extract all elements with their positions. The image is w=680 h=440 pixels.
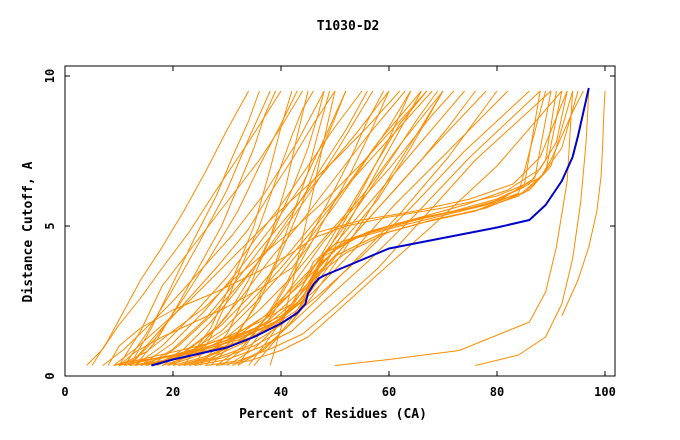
- ticks-layer: 0 20 40 60 80 100 0 5 10: [43, 66, 616, 399]
- model-line-18: [167, 90, 465, 366]
- model-line-28: [194, 90, 541, 366]
- model-line-35: [237, 90, 422, 366]
- model-line-40: [205, 90, 552, 366]
- model-line-24: [129, 90, 298, 366]
- model-line-58: [475, 90, 590, 366]
- model-line-48: [102, 90, 325, 366]
- model-line-54: [253, 90, 476, 366]
- model-line-8: [118, 90, 568, 366]
- model-line-42: [129, 90, 260, 366]
- x-tick-label: 100: [594, 385, 616, 399]
- model-line-50: [210, 90, 331, 366]
- y-tick-label: 0: [43, 372, 57, 379]
- model-line-21: [183, 90, 530, 366]
- model-line-7: [113, 90, 574, 366]
- model-line-23: [123, 90, 271, 366]
- model-line-55: [269, 90, 336, 366]
- model-line-22: [140, 90, 347, 366]
- model-line-30: [183, 90, 293, 366]
- model-line-44: [156, 90, 368, 366]
- model-line-26: [161, 90, 433, 366]
- y-axis-label: Distance Cutoff, A: [21, 161, 36, 302]
- x-tick-label: 80: [490, 385, 504, 399]
- model-line-56: [178, 90, 439, 366]
- chart-title: T1030-D2: [317, 19, 380, 34]
- model-line-38: [113, 90, 401, 366]
- x-tick-label: 20: [166, 385, 180, 399]
- model-line-46: [91, 90, 250, 366]
- model-line-59: [561, 90, 606, 317]
- model-line-43: [134, 90, 277, 366]
- plot-frame: [64, 65, 616, 377]
- y-tick-label: 5: [43, 222, 57, 229]
- model-line-45: [167, 90, 412, 366]
- model-line-57: [334, 90, 574, 366]
- highlight-model-line: [151, 87, 590, 367]
- model-line-47: [86, 90, 282, 366]
- model-line-15: [151, 90, 406, 366]
- model-line-49: [194, 90, 314, 366]
- model-line-52: [232, 90, 444, 366]
- x-tick-label: 60: [382, 385, 396, 399]
- x-tick-label: 0: [61, 385, 68, 399]
- model-line-14: [145, 90, 390, 366]
- model-line-53: [237, 90, 455, 366]
- series-layer: [86, 87, 606, 367]
- model-line-11: [118, 90, 304, 366]
- x-tick-label: 40: [274, 385, 288, 399]
- model-line-12: [129, 90, 336, 366]
- model-line-34: [226, 90, 412, 366]
- model-line-41: [216, 90, 563, 366]
- model-line-31: [199, 90, 309, 366]
- model-line-6: [145, 90, 563, 366]
- y-tick-label: 10: [43, 69, 57, 83]
- x-axis-label: Percent of Residues (CA): [239, 407, 427, 422]
- model-line-20: [178, 90, 509, 366]
